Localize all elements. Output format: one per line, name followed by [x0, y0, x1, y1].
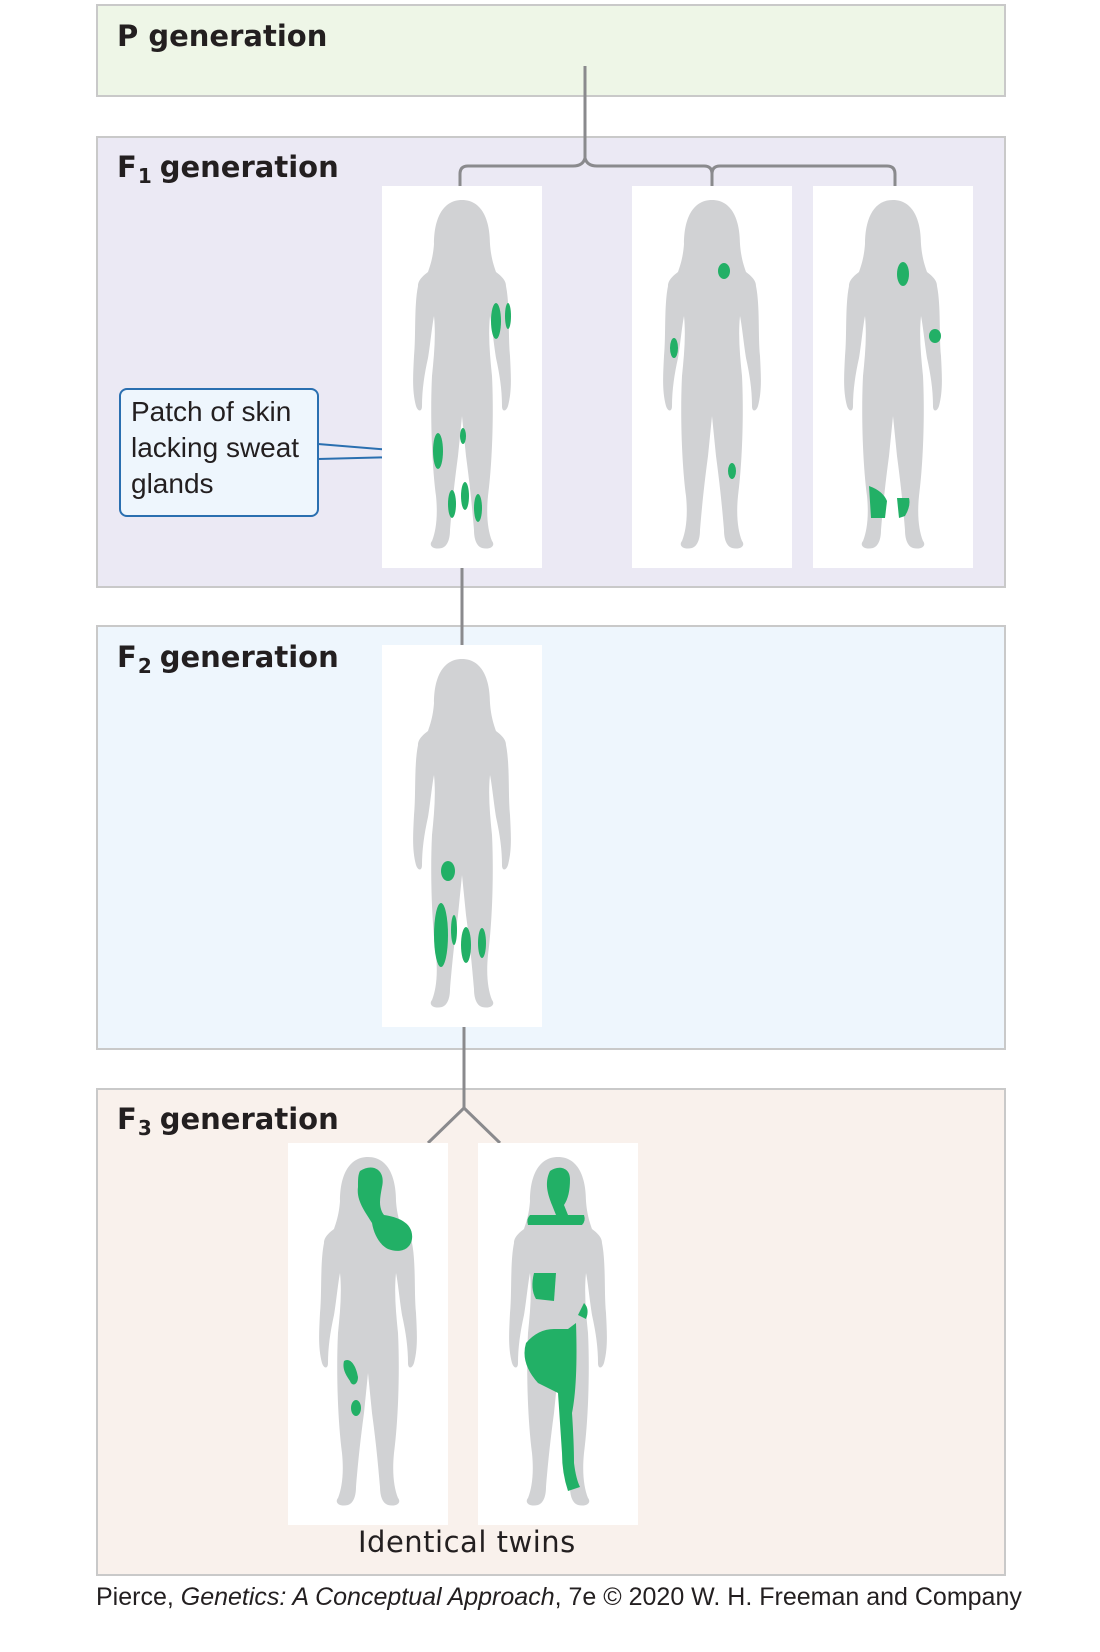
female-figure-icon — [509, 1157, 607, 1506]
sweatless-patches — [524, 1167, 588, 1491]
female-figure-icon — [663, 200, 761, 549]
f3-prefix: F — [117, 1102, 137, 1136]
sweatless-patches — [343, 1167, 413, 1416]
credit-rest: , 7e © 2020 W. H. Freeman and Company — [554, 1583, 1022, 1611]
f1-generation-label: F1 generation — [117, 150, 339, 188]
f1-female-2-card — [632, 186, 792, 568]
f2-generation-band — [96, 625, 1006, 1050]
f2-prefix: F — [117, 640, 137, 674]
sweatless-patches — [433, 303, 511, 522]
sweatless-patches — [670, 263, 736, 479]
f2-generation-label: F2 generation — [117, 640, 339, 678]
f2-word: generation — [159, 640, 339, 674]
identical-twins-label: Identical twins — [358, 1525, 576, 1559]
female-figure-icon — [413, 200, 511, 549]
source-credit: Pierce, Genetics: A Conceptual Approach,… — [96, 1580, 1036, 1615]
credit-author: Pierce, — [96, 1583, 181, 1611]
female-figure-icon — [319, 1157, 417, 1506]
f1-subscript: 1 — [137, 164, 152, 188]
f1-prefix: F — [117, 150, 137, 184]
f3-twin-1-card — [288, 1143, 448, 1525]
sweatless-patches — [869, 262, 941, 518]
f3-word: generation — [159, 1102, 339, 1136]
f1-female-3-card — [813, 186, 973, 568]
p-generation-band — [96, 4, 1006, 97]
sweatless-patches — [434, 861, 486, 967]
credit-title: Genetics: A Conceptual Approach — [180, 1583, 555, 1611]
female-figure-icon — [844, 200, 942, 549]
f2-subscript: 2 — [137, 654, 152, 678]
p-generation-label: P generation — [117, 19, 328, 53]
f1-word: generation — [159, 150, 339, 184]
f3-subscript: 3 — [137, 1116, 152, 1140]
sweat-gland-callout: Patch of skin lacking sweat glands — [119, 388, 319, 517]
female-figure-icon — [413, 659, 511, 1008]
f3-generation-label: F3 generation — [117, 1102, 339, 1140]
f1-female-1-card — [382, 186, 542, 568]
f3-twin-2-card — [478, 1143, 638, 1525]
f2-female-card — [382, 645, 542, 1027]
